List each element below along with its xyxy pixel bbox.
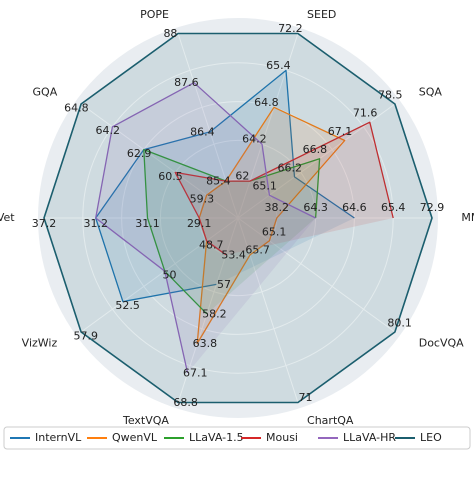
axis-label: VizWiz	[22, 336, 58, 349]
tick-label: 31.2	[83, 217, 108, 230]
tick-label: 64.8	[64, 101, 89, 114]
tick-label: 59.3	[190, 193, 215, 206]
spoke	[80, 103, 239, 219]
tick-label: 87.6	[174, 76, 199, 89]
series-area	[43, 32, 433, 404]
spoke	[237, 33, 299, 219]
tick-label: 38.2	[265, 201, 290, 214]
tick-label: 71	[299, 391, 313, 404]
tick-label: 72.2	[278, 22, 303, 35]
series-area	[95, 82, 316, 374]
legend-label: LEO	[420, 431, 442, 444]
tick-label: 85.4	[206, 175, 231, 188]
spoke	[237, 217, 299, 403]
tick-label: 60.5	[158, 170, 183, 183]
tick-label: 72.9	[420, 201, 445, 214]
tick-label: 52.5	[115, 299, 140, 312]
tick-label: 80.1	[387, 317, 412, 330]
tick-label: 65.1	[252, 180, 277, 193]
axis-label: MMB	[461, 211, 474, 224]
tick-label: 64.2	[95, 124, 120, 137]
legend-label: Mousi	[266, 431, 298, 444]
legend-box	[3, 426, 471, 450]
tick-label: 58.2	[202, 307, 227, 320]
axis-label: TextVQA	[122, 414, 169, 427]
axis-label: POPE	[140, 8, 169, 21]
tick-label: 65.4	[381, 201, 406, 214]
tick-label: 65.4	[266, 59, 291, 72]
axis-label: MMVet	[0, 211, 15, 224]
tick-label: 67.1	[183, 366, 208, 379]
tick-label: 65.1	[262, 225, 287, 238]
axis-label: GQA	[33, 86, 58, 99]
tick-label: 37.2	[32, 217, 57, 230]
axis-label: ChartQA	[307, 414, 354, 427]
legend-label: LLaVA-1.5	[189, 431, 244, 444]
tick-label: 63.8	[193, 337, 218, 350]
spoke	[237, 217, 396, 333]
tick-label: 53.4	[221, 248, 246, 261]
tick-label: 62	[235, 170, 249, 183]
tick-label: 88	[163, 27, 177, 40]
spoke	[80, 217, 239, 333]
tick-label: 68.8	[173, 396, 198, 409]
tick-label: 57	[217, 278, 231, 291]
axis-label: DocVQA	[419, 336, 464, 349]
tick-label: 66.8	[303, 143, 328, 156]
tick-label: 64.6	[342, 201, 367, 214]
legend-label: LLaVA-HR	[343, 431, 396, 444]
spoke	[177, 33, 239, 219]
legend-label: QwenVL	[112, 431, 158, 444]
spoke	[177, 217, 239, 403]
series-area	[95, 69, 355, 303]
tick-label: 66.2	[278, 161, 303, 174]
tick-label: 64.2	[242, 133, 267, 146]
tick-label: 64.3	[303, 201, 328, 214]
axis-label: SQA	[419, 86, 443, 99]
tick-label: 78.5	[378, 88, 403, 101]
legend-label: InternVL	[35, 431, 82, 444]
tick-label: 67.1	[328, 125, 353, 138]
tick-label: 71.6	[353, 107, 378, 120]
tick-label: 50	[162, 269, 176, 282]
series-area	[143, 148, 321, 315]
tick-label: 65.7	[245, 243, 270, 256]
tick-label: 29.1	[187, 217, 212, 230]
axis-label: SEED	[307, 8, 336, 21]
tick-label: 62.9	[127, 147, 152, 160]
tick-label: 57.9	[74, 330, 99, 343]
series-area	[174, 121, 394, 256]
tick-label: 31.1	[135, 217, 160, 230]
tick-label: 64.8	[254, 96, 279, 109]
tick-label: 48.7	[199, 238, 224, 251]
tick-label: 86.4	[190, 125, 215, 138]
